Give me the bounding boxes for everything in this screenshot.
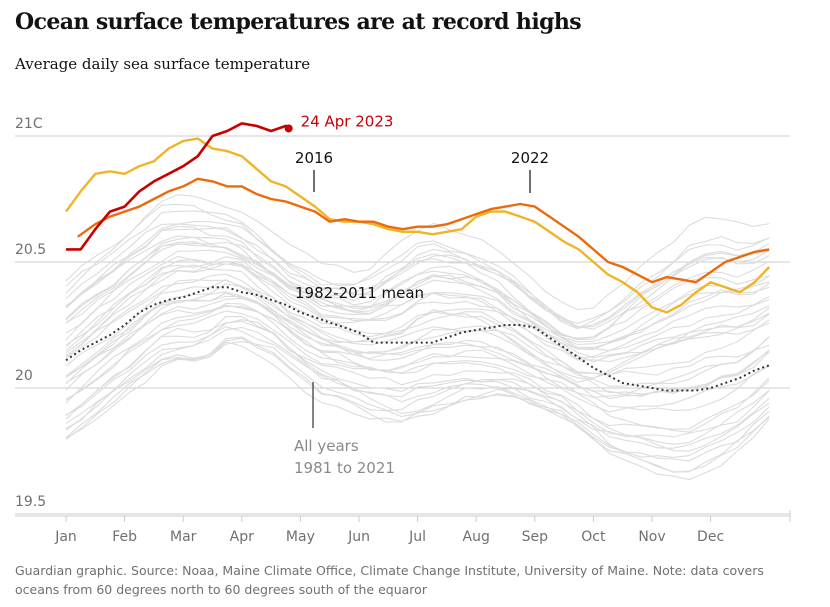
- x-tick-label: Nov: [638, 529, 665, 545]
- background-year-line: [65, 273, 770, 363]
- background-year-line: [65, 302, 770, 433]
- series-line-2016: [65, 137, 771, 314]
- x-tick-label: May: [286, 529, 315, 545]
- x-tick-label: Sep: [522, 529, 549, 545]
- background-year-line: [65, 268, 770, 379]
- chart-title: Ocean surface temperatures are at record…: [15, 9, 582, 35]
- highlighted-series: [65, 122, 771, 392]
- annotation-mean: 1982-2011 mean: [295, 284, 424, 302]
- background-year-line: [65, 292, 770, 400]
- annotations: 24 Apr 2023 2016 2022 1982-2011 mean All yea…: [294, 112, 549, 477]
- series-line-2023: [66, 122, 290, 251]
- background-year-line: [65, 278, 770, 376]
- x-tick-label: Jan: [54, 529, 77, 545]
- y-tick-label: 21C: [15, 116, 43, 132]
- series-line-mean: [65, 286, 770, 392]
- background-year-line: [65, 310, 770, 411]
- background-year-line: [65, 319, 770, 445]
- x-tick-label: Feb: [112, 529, 137, 545]
- background-year-line: [65, 203, 770, 325]
- background-year-line: [65, 320, 770, 438]
- x-tick-label: Aug: [463, 529, 490, 545]
- x-tick-label: Mar: [170, 529, 197, 545]
- line-chart: 21C 20.5 20 19.5 Jan Feb Mar Apr May Jun Jul Aug Sep…: [15, 112, 791, 545]
- background-year-line: [65, 263, 770, 376]
- axes: 21C 20.5 20 19.5 Jan Feb Mar Apr May Jun Jul Aug Sep…: [15, 116, 791, 545]
- series-line-2022: [77, 177, 770, 284]
- annotation-2023: 24 Apr 2023: [301, 112, 394, 130]
- background-year-line: [65, 236, 770, 339]
- series-2023-endpoint: [284, 124, 293, 133]
- y-tick-label: 20.5: [15, 242, 46, 258]
- chart-subtitle: Average daily sea surface temperature: [15, 55, 311, 73]
- x-tick-label: Oct: [581, 529, 606, 545]
- source-footnote: Guardian graphic. Source: Noaa, Maine Cl…: [15, 563, 764, 597]
- annotation-all-years: All years: [294, 437, 359, 455]
- background-year-line: [65, 249, 770, 343]
- background-year-line: [65, 304, 770, 413]
- background-year-line: [65, 326, 770, 473]
- background-year-line: [65, 297, 770, 399]
- annotation-2016: 2016: [295, 149, 333, 167]
- background-year-line: [65, 256, 770, 351]
- y-tick-label: 19.5: [15, 494, 46, 510]
- annotation-2022: 2022: [511, 149, 549, 167]
- background-year-line: [65, 326, 770, 449]
- y-tick-label: 20: [15, 368, 33, 384]
- background-year-line: [65, 305, 770, 430]
- x-tick-label: Jul: [408, 529, 426, 545]
- background-year-line: [65, 242, 770, 350]
- x-tick-label: Dec: [697, 529, 724, 545]
- background-year-line: [65, 210, 770, 330]
- all-years-lines: [65, 194, 770, 481]
- background-year-line: [65, 225, 770, 340]
- background-year-line: [65, 337, 770, 458]
- background-year-line: [65, 227, 770, 330]
- background-year-line: [65, 255, 770, 360]
- background-year-line: [65, 279, 770, 383]
- annotation-all-years: 1981 to 2021: [294, 459, 395, 477]
- x-tick-label: Apr: [230, 529, 254, 545]
- x-tick-label: Jun: [347, 529, 370, 545]
- background-year-line: [65, 223, 770, 330]
- background-year-line: [65, 316, 770, 452]
- background-year-line: [65, 235, 770, 341]
- gridlines: [15, 135, 790, 515]
- background-year-line: [65, 340, 770, 473]
